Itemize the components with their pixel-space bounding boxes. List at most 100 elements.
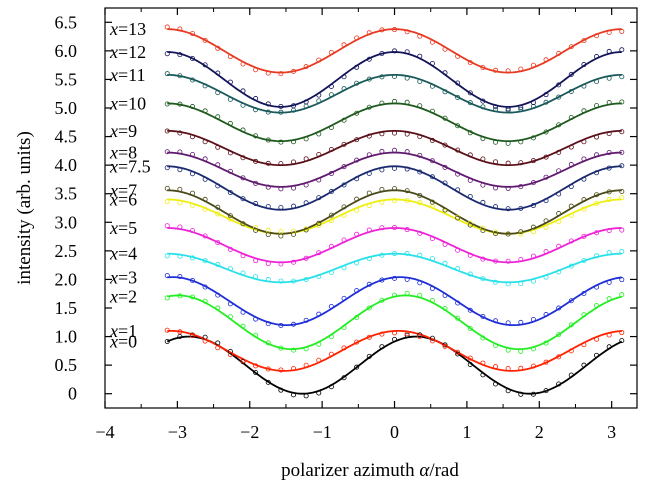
data-point: [594, 253, 600, 259]
x-tick-label: 2: [535, 422, 544, 442]
data-point: [480, 104, 486, 110]
y-tick-label: 4.0: [55, 155, 78, 175]
data-point: [619, 248, 625, 254]
data-point: [404, 166, 410, 172]
data-point: [253, 96, 259, 102]
data-point: [366, 76, 372, 82]
data-point: [215, 305, 221, 311]
data-point: [215, 45, 221, 51]
data-point: [581, 108, 587, 114]
data-point: [404, 49, 410, 55]
data-point: [392, 250, 398, 256]
data-point: [240, 309, 246, 315]
data-point: [189, 255, 195, 261]
data-point: [303, 200, 309, 206]
data-point: [556, 354, 562, 360]
data-point: [328, 189, 334, 195]
data-point: [594, 79, 600, 85]
data-point: [328, 384, 334, 390]
data-point: [366, 353, 372, 359]
data-point: [164, 71, 170, 77]
data-point: [366, 152, 372, 158]
data-point: [556, 269, 562, 275]
data-point: [606, 344, 612, 350]
data-point: [619, 163, 625, 169]
curve-label: x=11: [109, 65, 145, 85]
data-point: [177, 149, 183, 155]
data-point: [177, 224, 183, 230]
x-tick-label: −3: [168, 422, 187, 442]
data-point: [316, 195, 322, 201]
data-point: [316, 222, 322, 228]
data-point: [455, 315, 461, 321]
y-tick-label: 0.5: [55, 355, 78, 375]
x-tick-label: 3: [607, 422, 616, 442]
data-point: [215, 262, 221, 268]
data-point: [530, 317, 536, 323]
data-point: [543, 340, 549, 346]
data-point: [303, 393, 309, 399]
data-point: [594, 134, 600, 140]
data-point: [189, 104, 195, 110]
data-point: [417, 280, 423, 286]
data-point: [215, 292, 221, 298]
data-point: [379, 148, 385, 154]
data-point: [379, 100, 385, 106]
data-point: [543, 99, 549, 105]
data-point: [455, 351, 461, 357]
curve-label: x=2: [109, 287, 137, 307]
data-point: [619, 292, 625, 298]
data-point: [177, 334, 183, 340]
data-point: [594, 54, 600, 60]
data-point: [417, 230, 423, 236]
data-point: [442, 260, 448, 266]
data-point: [568, 162, 574, 168]
data-point: [543, 198, 549, 204]
data-point: [354, 35, 360, 41]
data-point: [341, 237, 347, 243]
data-point: [189, 77, 195, 83]
data-point: [493, 204, 499, 210]
data-point: [354, 137, 360, 143]
data-point: [240, 127, 246, 133]
data-point: [303, 64, 309, 70]
data-point: [328, 334, 334, 340]
data-point: [253, 258, 259, 264]
data-point: [493, 106, 499, 112]
data-point: [227, 168, 233, 174]
data-point: [227, 96, 233, 102]
data-point: [556, 243, 562, 249]
data-point: [505, 231, 511, 237]
data-point: [581, 233, 587, 239]
x-tick-label: 0: [390, 422, 399, 442]
data-point: [328, 270, 334, 276]
data-point: [341, 212, 347, 218]
data-point: [581, 362, 587, 368]
data-point: [518, 365, 524, 371]
data-point: [240, 61, 246, 67]
data-point: [177, 329, 183, 335]
data-point: [543, 174, 549, 180]
data-point: [417, 200, 423, 206]
data-point: [429, 236, 435, 242]
data-point: [518, 184, 524, 190]
data-point: [404, 99, 410, 105]
data-point: [442, 164, 448, 170]
data-point: [328, 243, 334, 249]
data-point: [429, 285, 435, 291]
data-point: [556, 168, 562, 174]
data-point: [316, 98, 322, 104]
data-point: [518, 319, 524, 325]
data-point: [303, 227, 309, 233]
data-point: [303, 317, 309, 323]
data-point: [480, 360, 486, 366]
data-point: [530, 100, 536, 106]
data-point: [291, 259, 297, 265]
series-line: [166, 335, 623, 395]
data-point: [505, 365, 511, 371]
data-point: [392, 186, 398, 192]
data-point: [505, 140, 511, 146]
curve-label: x=0: [109, 332, 137, 352]
data-point: [392, 225, 398, 231]
data-point: [354, 64, 360, 70]
